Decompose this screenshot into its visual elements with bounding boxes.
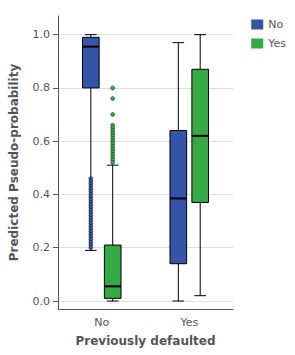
svg-text:No: No — [94, 316, 109, 329]
svg-text:Yes: Yes — [267, 37, 286, 50]
svg-text:0.8: 0.8 — [33, 81, 51, 94]
svg-text:No: No — [268, 18, 283, 31]
svg-text:1.0: 1.0 — [33, 28, 51, 41]
svg-text:0.2: 0.2 — [33, 241, 51, 254]
svg-text:0.4: 0.4 — [33, 188, 51, 201]
svg-text:Predicted Pseudo-probability: Predicted Pseudo-probability — [7, 64, 21, 262]
svg-text:0.0: 0.0 — [33, 295, 51, 308]
svg-text:Previously defaulted: Previously defaulted — [76, 334, 216, 348]
svg-text:Yes: Yes — [179, 316, 198, 329]
svg-text:0.6: 0.6 — [33, 135, 51, 148]
